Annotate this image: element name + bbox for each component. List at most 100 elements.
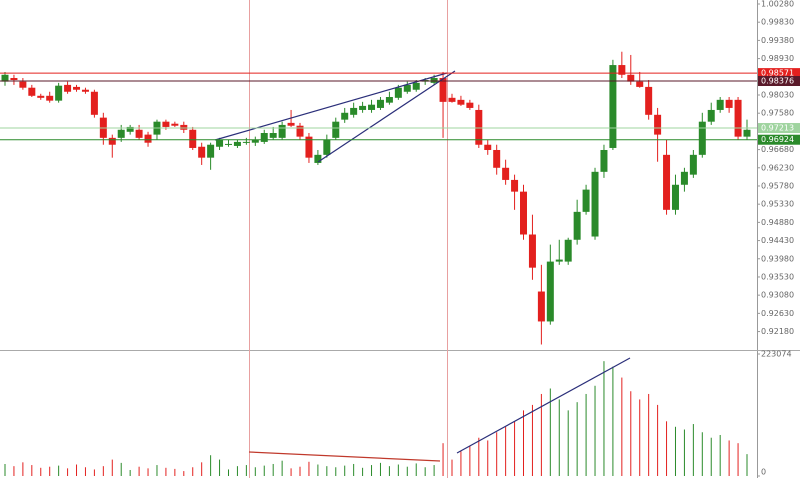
candle-body bbox=[403, 84, 411, 92]
y-tick-label: 0.94430 bbox=[761, 236, 794, 245]
candle-body bbox=[28, 87, 36, 96]
candle-body bbox=[224, 143, 232, 145]
candle-body bbox=[591, 171, 599, 237]
candle-body bbox=[180, 124, 188, 130]
candle-body bbox=[135, 129, 143, 138]
level-tag bbox=[758, 134, 800, 145]
y-tick-label: 0 bbox=[761, 468, 766, 477]
candle-body bbox=[162, 121, 170, 127]
level-tag bbox=[758, 123, 800, 134]
candle-body bbox=[546, 261, 554, 322]
candle-body bbox=[278, 124, 286, 138]
candle-body bbox=[394, 87, 402, 98]
candle-body bbox=[466, 102, 474, 108]
candle-body bbox=[341, 112, 349, 120]
candle-body bbox=[108, 137, 116, 145]
volume-trendline bbox=[248, 451, 441, 462]
candle-body bbox=[287, 122, 295, 126]
candle-body bbox=[350, 107, 358, 115]
candle-body bbox=[564, 239, 572, 262]
y-tick-label: 0.93080 bbox=[761, 291, 794, 300]
candle-body bbox=[10, 78, 18, 81]
candle-body bbox=[314, 154, 322, 163]
candle-body bbox=[573, 211, 581, 240]
y-tick-label: 0.92180 bbox=[761, 327, 794, 336]
candle-body bbox=[55, 85, 63, 101]
y-tick-label: 0.96680 bbox=[761, 145, 794, 154]
candle-body bbox=[19, 81, 27, 88]
candle-body bbox=[600, 149, 608, 172]
candle-body bbox=[528, 234, 536, 268]
candle-body bbox=[323, 139, 331, 155]
candle-body bbox=[46, 95, 54, 101]
candle-body bbox=[502, 167, 510, 180]
candle-body bbox=[171, 123, 179, 126]
candle-body bbox=[90, 91, 98, 115]
candle-body bbox=[555, 259, 563, 262]
y-tick-label: 0.98930 bbox=[761, 54, 794, 63]
candle-body bbox=[448, 97, 456, 102]
level-label: 0.97213 bbox=[761, 124, 794, 133]
candle-body bbox=[627, 74, 635, 82]
y-tick-label: 0.94880 bbox=[761, 218, 794, 227]
y-tick-label: 0.93980 bbox=[761, 254, 794, 263]
candle-body bbox=[475, 109, 483, 145]
candle-body bbox=[412, 82, 420, 90]
candle-body bbox=[645, 86, 653, 115]
candle-body bbox=[636, 81, 644, 87]
candle-body bbox=[251, 139, 259, 143]
candle-body bbox=[269, 133, 277, 138]
candle-body bbox=[671, 184, 679, 210]
level-label: 0.98376 bbox=[761, 76, 794, 85]
candle-body bbox=[64, 84, 72, 92]
y-tick-label: 0.93530 bbox=[761, 272, 794, 281]
level-label: 0.96924 bbox=[761, 135, 794, 144]
candle-body bbox=[734, 99, 742, 137]
candle-body bbox=[484, 144, 492, 150]
level-tag bbox=[758, 75, 800, 86]
marks bbox=[1, 51, 751, 476]
candle-body bbox=[609, 65, 617, 148]
y-tick-label: 0.97580 bbox=[761, 109, 794, 118]
candle-body bbox=[1, 74, 9, 82]
candle-body bbox=[207, 144, 215, 158]
level-tag bbox=[758, 68, 800, 79]
y-tick-label: 0.95780 bbox=[761, 181, 794, 190]
candle-body bbox=[126, 126, 134, 132]
y-tick-label: 0.99380 bbox=[761, 36, 794, 45]
candle-body bbox=[81, 89, 89, 92]
candle-body bbox=[368, 104, 376, 110]
trendline bbox=[317, 70, 456, 163]
candle-body bbox=[144, 134, 152, 143]
candle-body bbox=[198, 146, 206, 158]
y-tick-label: 0.95330 bbox=[761, 200, 794, 209]
candle-body bbox=[359, 105, 367, 110]
candle-body bbox=[689, 154, 697, 175]
candle-body bbox=[707, 109, 715, 122]
candle-body bbox=[37, 95, 45, 98]
candle-body bbox=[618, 65, 626, 75]
y-tick-label: 0.98030 bbox=[761, 90, 794, 99]
candle-body bbox=[680, 171, 688, 185]
candle-body bbox=[376, 99, 384, 108]
candle-body bbox=[233, 141, 241, 146]
candle-body bbox=[663, 154, 671, 210]
candle-body bbox=[493, 149, 501, 168]
candle-body bbox=[457, 99, 465, 105]
candle-body bbox=[520, 191, 528, 235]
candle-body bbox=[537, 291, 545, 322]
candle-body bbox=[73, 86, 81, 90]
candle-body bbox=[582, 189, 590, 212]
volume-trendline bbox=[456, 357, 631, 454]
candle-body bbox=[511, 179, 519, 192]
y-tick-label: 0.92630 bbox=[761, 309, 794, 318]
level-label: 0.98571 bbox=[761, 69, 794, 78]
candle-body bbox=[332, 121, 340, 138]
candle-body bbox=[743, 129, 751, 137]
candle-body bbox=[725, 99, 733, 108]
candle-body bbox=[117, 129, 125, 138]
candle-body bbox=[385, 97, 393, 103]
candle-body bbox=[242, 141, 250, 143]
